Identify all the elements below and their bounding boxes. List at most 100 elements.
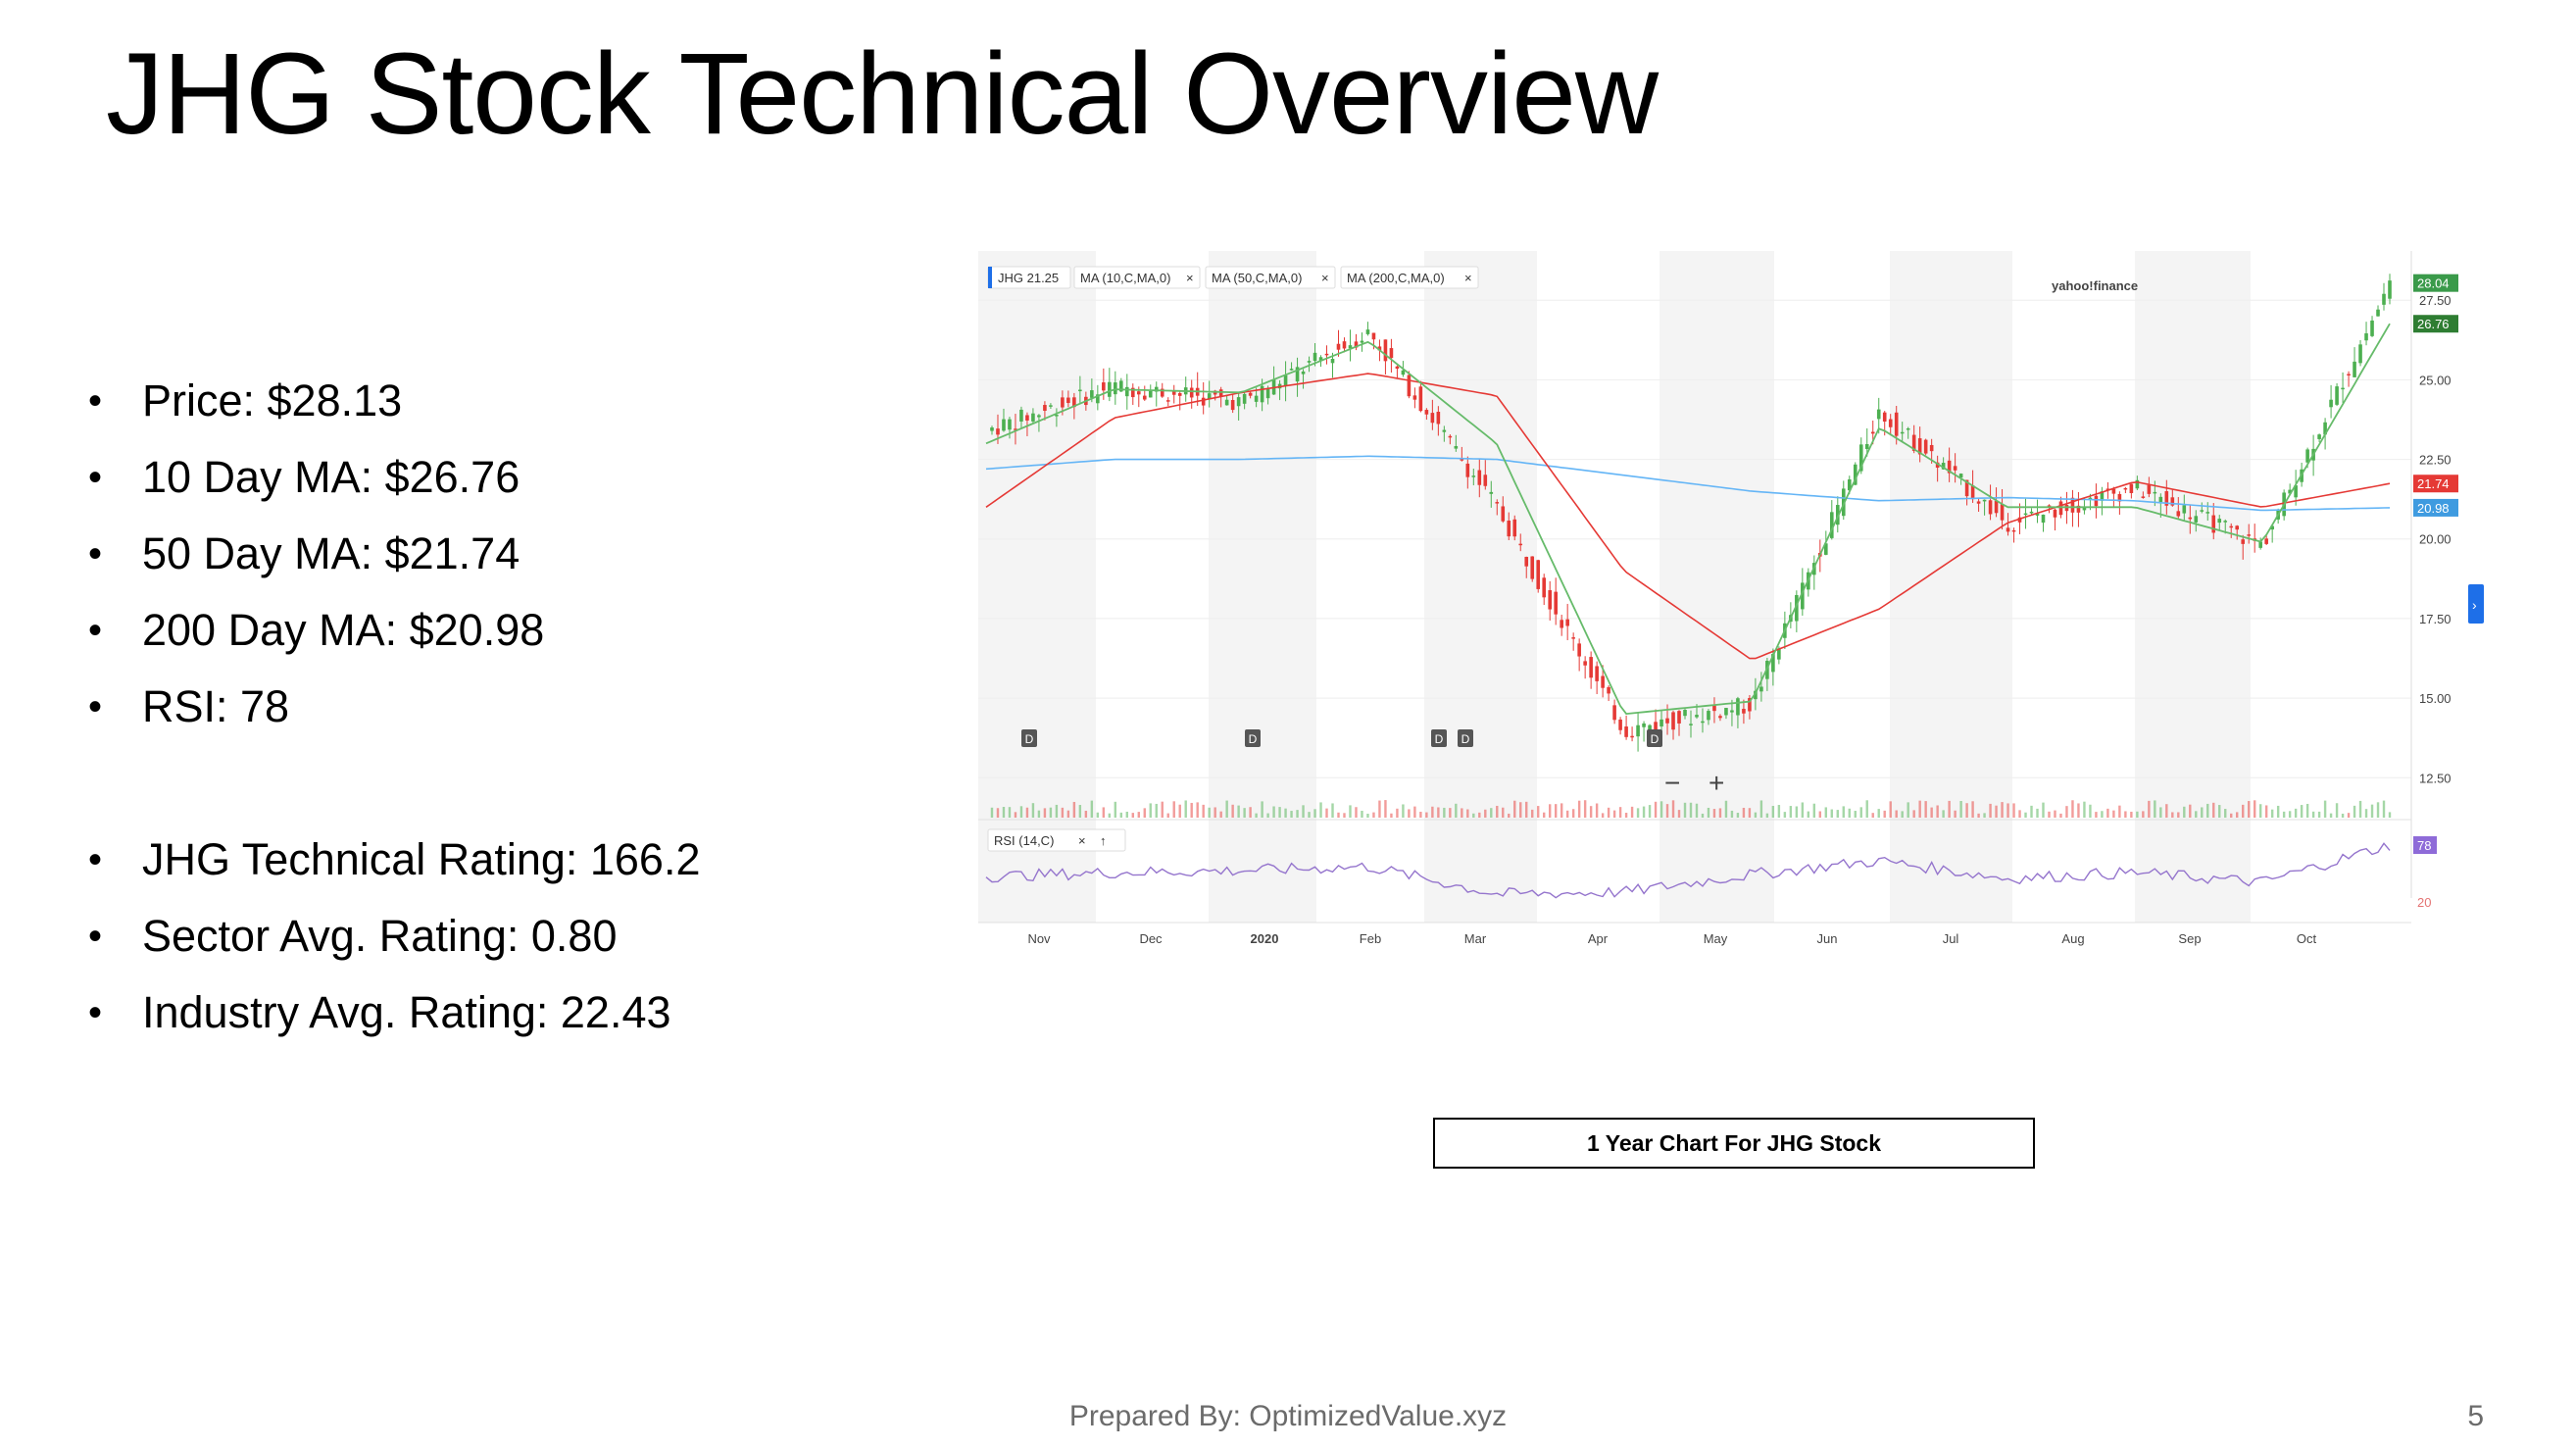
tag-ma10-box[interactable] bbox=[1073, 266, 1201, 289]
metric-ma50: 50 Day MA: $21.74 bbox=[88, 516, 701, 592]
candle-body bbox=[1829, 512, 1834, 538]
candle-body bbox=[1964, 479, 1969, 497]
volume-bar bbox=[1231, 804, 1234, 818]
tag-ma50-box[interactable] bbox=[1205, 266, 1336, 289]
metric-sector-rating: Sector Avg. Rating: 0.80 bbox=[88, 898, 701, 974]
volume-bar bbox=[2358, 800, 2362, 818]
volume-bar bbox=[2059, 813, 2062, 818]
volume-bar bbox=[1665, 804, 1669, 818]
candle-body bbox=[2141, 496, 2146, 498]
volume-bar bbox=[2270, 809, 2274, 818]
volume-bar bbox=[1618, 807, 1622, 818]
candle-body bbox=[1577, 643, 1581, 657]
candle-body bbox=[1072, 397, 1076, 408]
candle-body bbox=[2370, 320, 2374, 336]
candle-body bbox=[1923, 439, 1928, 454]
x-tick-label: Dec bbox=[1139, 931, 1163, 946]
stock-chart[interactable]: yahoo!finance JHG 21.25 MA (10,C,MA,0) ×… bbox=[978, 251, 2486, 957]
candle-body bbox=[2294, 485, 2298, 498]
candle-body bbox=[1982, 499, 1987, 502]
candle-body bbox=[1218, 389, 1223, 397]
volume-bar bbox=[1219, 811, 1222, 818]
scroll-handle[interactable] bbox=[2468, 584, 2484, 624]
volume-bar bbox=[1977, 813, 1980, 818]
price-badge-label: 26.76 bbox=[2417, 317, 2450, 331]
volume-bar bbox=[1061, 807, 1065, 818]
candle-body bbox=[1160, 388, 1164, 397]
candle-body bbox=[1489, 491, 1494, 494]
candle-body bbox=[2135, 479, 2140, 489]
volume-bar bbox=[2347, 813, 2351, 818]
chart-svg[interactable]: yahoo!finance JHG 21.25 MA (10,C,MA,0) ×… bbox=[978, 251, 2486, 957]
metric-industry-rating: Industry Avg. Rating: 22.43 bbox=[88, 974, 701, 1051]
rsi-arrow-icon[interactable]: ↑ bbox=[1100, 833, 1107, 848]
volume-bar bbox=[1995, 805, 1998, 818]
volume-bar bbox=[1261, 801, 1263, 818]
rsi-line bbox=[985, 842, 2391, 899]
tag-ma10-close-icon[interactable]: × bbox=[1186, 271, 1194, 285]
metric-rsi: RSI: 78 bbox=[88, 669, 701, 745]
volume-bar bbox=[1431, 806, 1434, 818]
tag-jhg: JHG 21.25 bbox=[998, 271, 1059, 285]
candle-body bbox=[1401, 370, 1406, 375]
tag-jhg-accent bbox=[988, 267, 992, 288]
dividend-marker-label: D bbox=[1435, 732, 1444, 746]
candle-body bbox=[2223, 521, 2228, 523]
volume-bar bbox=[2212, 802, 2215, 818]
volume-bar bbox=[1712, 809, 1716, 818]
candle-body bbox=[1365, 329, 1370, 334]
candle-body bbox=[2029, 511, 2034, 514]
tag-ma200-box[interactable] bbox=[1340, 266, 1479, 289]
volume-bar bbox=[1484, 809, 1487, 818]
candle-body bbox=[2358, 344, 2362, 364]
rsi-tag-box[interactable] bbox=[987, 828, 1126, 852]
volume-bar bbox=[1965, 803, 1968, 818]
candle-body bbox=[1882, 412, 1887, 423]
candle-body bbox=[1324, 353, 1329, 356]
candle-body bbox=[2258, 541, 2262, 548]
candle-body bbox=[1318, 357, 1323, 361]
volume-bar bbox=[1413, 806, 1416, 818]
volume-bar bbox=[1877, 809, 1880, 818]
candle-body bbox=[1154, 386, 1159, 392]
volume-bar bbox=[2323, 800, 2327, 818]
rsi-close-icon[interactable]: × bbox=[1078, 833, 1086, 848]
volume-bar bbox=[2248, 801, 2251, 818]
volume-bar bbox=[2095, 812, 2098, 818]
ma10-line bbox=[985, 323, 2391, 716]
candle-body bbox=[1407, 375, 1412, 397]
candle-body bbox=[1049, 405, 1053, 407]
volume-bar bbox=[1372, 812, 1375, 818]
candle-body bbox=[1953, 466, 1957, 471]
volume-bar bbox=[1789, 806, 1793, 818]
candle-body bbox=[1801, 582, 1805, 610]
volume-bar bbox=[1455, 803, 1458, 818]
zoom-in-icon[interactable]: + bbox=[1709, 768, 1724, 798]
candle-body bbox=[1424, 410, 1429, 415]
candle-body bbox=[1742, 708, 1746, 714]
x-tick-label: Aug bbox=[2061, 931, 2084, 946]
candle-body bbox=[2117, 493, 2122, 502]
volume-bar bbox=[2065, 806, 2068, 818]
volume-bar bbox=[1765, 813, 1769, 818]
candle-body bbox=[1864, 444, 1869, 449]
candle-body bbox=[1142, 395, 1147, 400]
tag-ma200-close-icon[interactable]: × bbox=[1464, 271, 1472, 285]
volume-bar bbox=[1284, 808, 1287, 818]
volume-bar bbox=[1683, 802, 1687, 818]
candle-body bbox=[1542, 577, 1547, 598]
zoom-out-icon[interactable]: − bbox=[1664, 768, 1680, 798]
volume-bar bbox=[2329, 813, 2333, 818]
candle-body bbox=[1730, 710, 1734, 713]
volume-bar bbox=[2054, 810, 2056, 818]
volume-bars bbox=[990, 800, 2392, 818]
x-tick-label: Jul bbox=[1943, 931, 1959, 946]
volume-bar bbox=[2071, 800, 2074, 818]
candle-body bbox=[1701, 721, 1705, 724]
tag-ma50-close-icon[interactable]: × bbox=[1321, 271, 1329, 285]
volume-bar bbox=[1184, 800, 1187, 818]
dividend-marker-label: D bbox=[1461, 732, 1470, 746]
candle-body bbox=[1119, 380, 1123, 392]
volume-bar bbox=[1390, 813, 1393, 818]
candle-body bbox=[2194, 516, 2199, 523]
